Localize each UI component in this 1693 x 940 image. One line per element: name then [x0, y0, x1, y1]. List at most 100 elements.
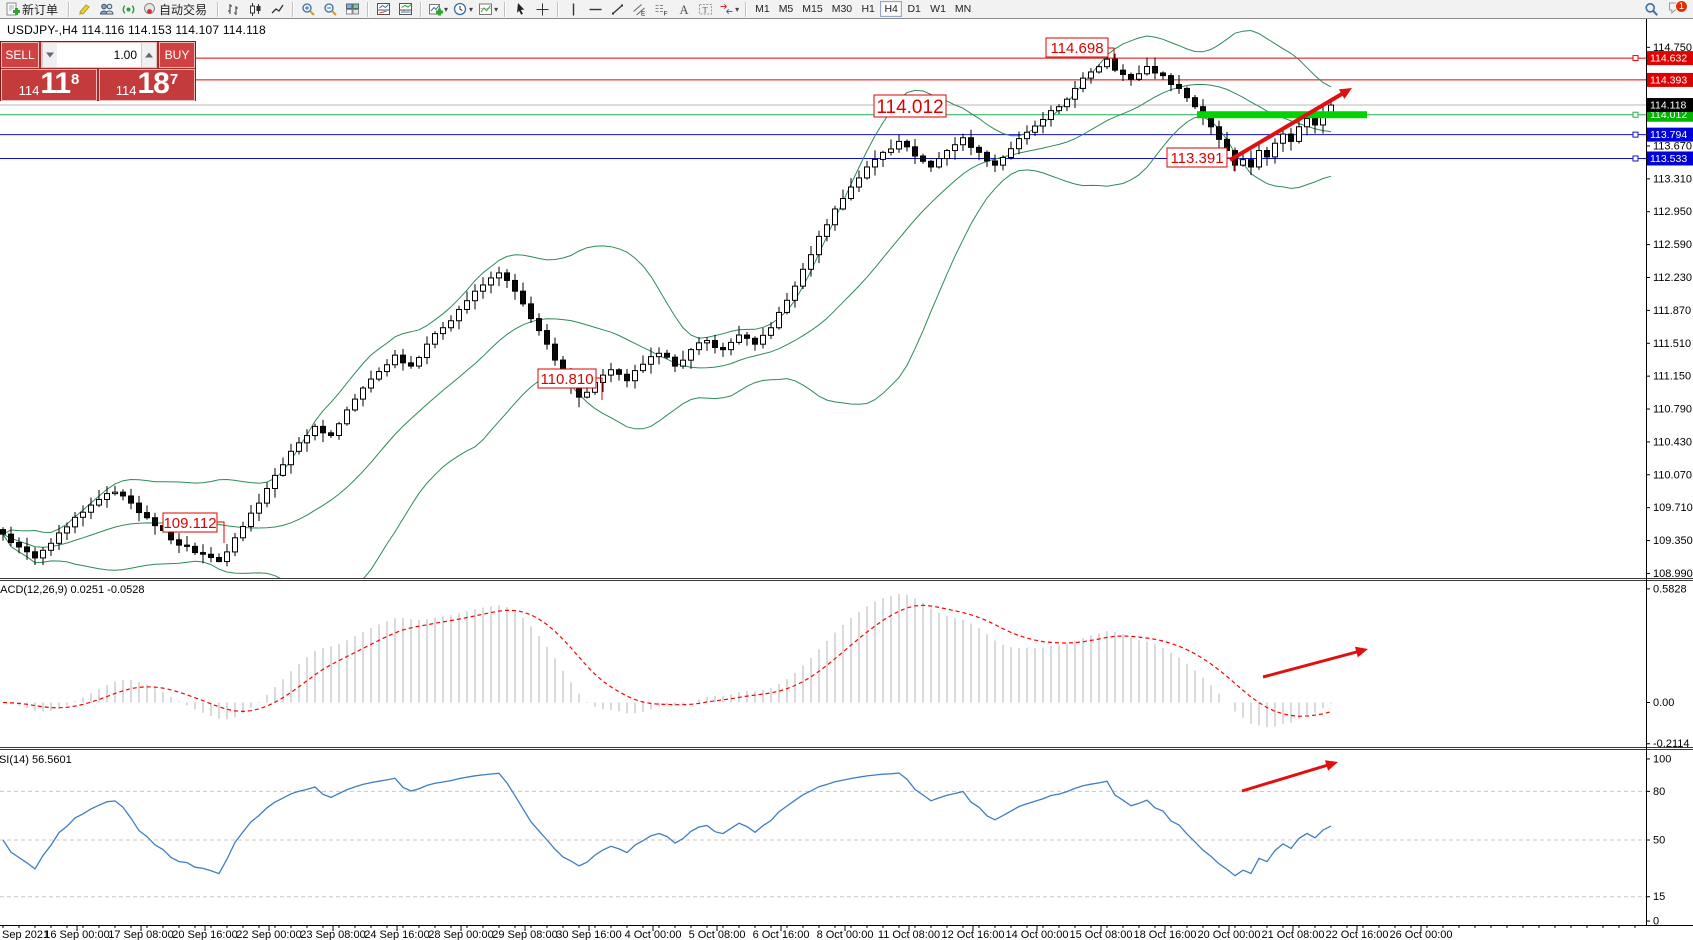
line-handle[interactable] [1632, 155, 1639, 162]
horizontal-line-button[interactable] [585, 1, 606, 18]
cursor-icon [513, 2, 528, 16]
green-highlight-bar[interactable] [1197, 111, 1367, 119]
indicator-window-button[interactable] [373, 1, 394, 18]
trend-arrow[interactable] [1228, 89, 1347, 162]
macd-tick-label: -0.2114 [1653, 738, 1690, 750]
time-label: 28 Sep 00:00 [428, 929, 493, 940]
timeframe-m15-button[interactable]: M15 [802, 3, 823, 15]
candlestick-chart-button[interactable] [245, 1, 266, 18]
search-button[interactable] [1641, 1, 1662, 18]
signal-button[interactable] [118, 1, 139, 18]
vertical-line-button[interactable] [563, 1, 584, 18]
annotation-box[interactable] [537, 368, 597, 389]
horizontal-line-icon [588, 2, 603, 16]
bollinger-band-line [2, 29, 1332, 535]
rsi-line [2, 772, 1332, 877]
price-badge [1647, 51, 1693, 66]
zoom-out-icon [323, 2, 338, 16]
template-button[interactable]: ▾ [476, 1, 500, 18]
chat-button[interactable]: 1 [1664, 0, 1688, 18]
price-axis[interactable]: 114.750 113.670 113.310 112.950 112.590 112.2… [1646, 19, 1693, 928]
line-handle[interactable] [1632, 111, 1639, 118]
trend-arrow-head [1324, 760, 1338, 771]
time-label: 18 Oct 16:00 [1134, 929, 1197, 940]
bid-price[interactable]: 114 11 8 [1, 69, 97, 101]
timeframe-h4-button[interactable]: H4 [880, 1, 903, 17]
toolbar-separator [504, 1, 507, 17]
arrows-tool-button[interactable]: ▾ [717, 1, 741, 18]
market-watch-button[interactable] [96, 1, 117, 18]
annotation-box[interactable] [1045, 37, 1109, 58]
add-indicator-button[interactable]: ▾ [426, 1, 450, 18]
dropdown-arrow-icon: ▾ [444, 4, 449, 14]
trend-arrow[interactable] [1241, 762, 1332, 793]
timeframe-m5-button[interactable]: M5 [778, 3, 794, 15]
volume-decrease-button[interactable] [42, 43, 57, 67]
indicator-window-alt-button[interactable] [395, 1, 416, 18]
fibonacci-button[interactable]: F [651, 1, 672, 18]
annotation-text: 113.391 [1170, 150, 1223, 167]
trendline-button[interactable] [607, 1, 628, 18]
new-order-button[interactable]: 新订单 [3, 1, 64, 18]
autotrade-button[interactable]: 自动交易 [140, 1, 213, 18]
price-badge-text: 113.533 [1650, 153, 1687, 165]
rsi-pane[interactable] [0, 760, 1646, 898]
price-tick-label: 111.150 [1653, 371, 1691, 383]
zoom-out-button[interactable] [320, 1, 341, 18]
time-label: 22 Sep 00:00 [236, 929, 301, 940]
price-badge-text: 114.632 [1650, 53, 1687, 65]
timeframe-mn-button[interactable]: MN [954, 3, 972, 15]
price-tick-label: 114.750 [1653, 42, 1692, 54]
time-label: 15 Oct 08:00 [1070, 929, 1133, 940]
text-label-button[interactable]: T [695, 1, 716, 18]
timeframe-m30-button[interactable]: M30 [831, 3, 853, 15]
bar-chart-button[interactable] [223, 1, 244, 18]
price-tick-label: 112.590 [1653, 239, 1692, 251]
tile-windows-button[interactable] [342, 1, 363, 18]
trend-arrow[interactable] [1262, 649, 1362, 679]
volume-increase-button[interactable] [141, 43, 156, 67]
line-handle[interactable] [1632, 55, 1639, 62]
channel-icon: E [632, 2, 647, 16]
price-tick-label: 113.310 [1653, 173, 1692, 185]
period-button[interactable]: ▾ [451, 1, 475, 18]
annotation-box[interactable] [162, 512, 218, 533]
timeframe-m1-button[interactable]: M1 [755, 3, 770, 15]
toolbar-separator [217, 1, 220, 17]
time-label: 5 Oct 08:00 [689, 929, 746, 940]
cursor-button[interactable] [510, 1, 531, 18]
toolbar-separator [745, 1, 748, 17]
toolbar-separator [420, 1, 423, 17]
timeframe-h1-button[interactable]: H1 [861, 3, 875, 15]
timeframe-w1-button[interactable]: W1 [930, 3, 946, 15]
line-handle[interactable] [1632, 131, 1639, 138]
line-chart-icon [270, 2, 285, 16]
time-label: 24 Sep 16:00 [364, 929, 429, 940]
annotation-box[interactable] [1166, 147, 1228, 168]
ask-price[interactable]: 114 18 7 [99, 69, 195, 101]
volume-input[interactable] [57, 43, 141, 67]
bid-pip-digit: 8 [71, 71, 80, 88]
profiles-icon [99, 2, 114, 16]
annotation-text: 114.698 [1050, 40, 1103, 57]
equidistant-channel-button[interactable]: E [629, 1, 650, 18]
clock-icon [453, 2, 468, 16]
price-badge [1647, 127, 1693, 142]
macd-pane[interactable] [2, 594, 1368, 728]
buy-button[interactable]: BUY [159, 42, 195, 68]
zoom-in-icon [301, 2, 316, 16]
crosshair-button[interactable] [532, 1, 553, 18]
annotation-box[interactable] [873, 94, 947, 118]
price-tick-label: 112.950 [1653, 206, 1692, 218]
sell-button[interactable]: SELL [1, 42, 39, 68]
zoom-in-button[interactable] [298, 1, 319, 18]
main-price-pane[interactable] [0, 29, 1646, 600]
highlighter-button[interactable] [74, 1, 95, 18]
text-button[interactable]: A [673, 1, 694, 18]
timeframe-d1-button[interactable]: D1 [907, 3, 921, 15]
price-tick-label: 108.990 [1653, 568, 1693, 580]
line-chart-button[interactable] [267, 1, 288, 18]
svg-text:F: F [664, 11, 668, 17]
